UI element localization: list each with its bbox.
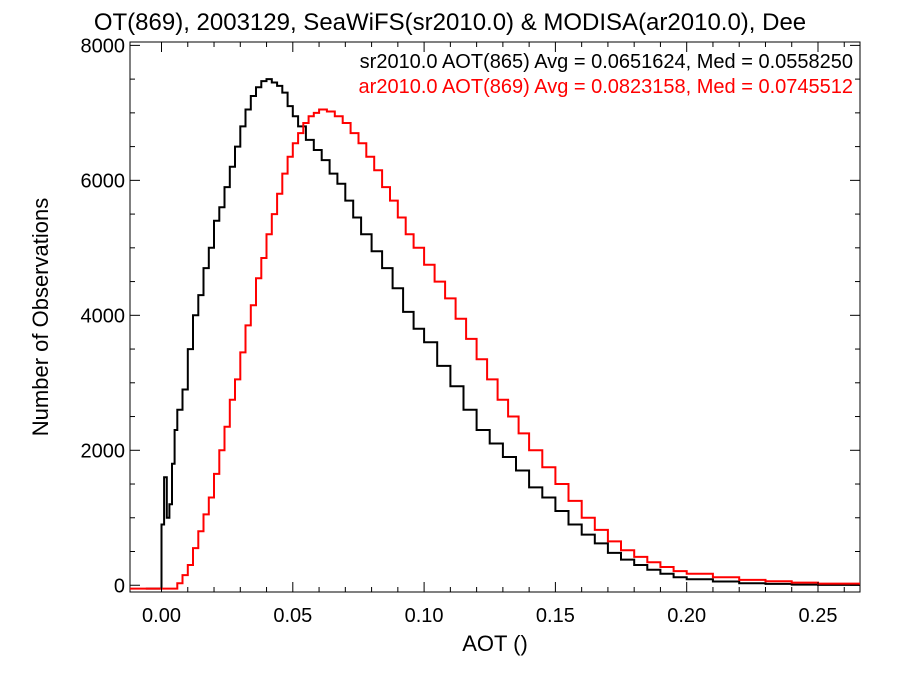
y-axis-label: Number of Observations bbox=[28, 198, 53, 436]
x-tick-label: 0.10 bbox=[405, 605, 444, 627]
series-layer bbox=[130, 78, 860, 590]
legend-entry-ar2010: ar2010.0 AOT(869) Avg = 0.0823158, Med =… bbox=[359, 76, 853, 98]
series-line-sr2010-0 bbox=[145, 78, 860, 590]
legend: sr2010.0 AOT(865) Avg = 0.0651624, Med =… bbox=[359, 51, 853, 98]
x-tick-label: 0.20 bbox=[667, 605, 706, 627]
x-axis-label: AOT () bbox=[462, 631, 528, 656]
x-axis: 0.00 0.05 0.10 0.15 0.20 0.25 bbox=[142, 42, 845, 627]
y-axis: 0 2000 4000 6000 8000 bbox=[81, 35, 860, 597]
series-line-ar2010-0 bbox=[130, 108, 860, 590]
y-tick-label: 2000 bbox=[81, 440, 126, 462]
x-tick-label: 0.00 bbox=[142, 605, 181, 627]
y-tick-label: 8000 bbox=[81, 35, 126, 57]
plot-frame bbox=[129, 41, 861, 593]
plot-area bbox=[129, 41, 861, 593]
y-tick-label: 0 bbox=[114, 575, 125, 597]
x-tick-label: 0.05 bbox=[273, 605, 312, 627]
chart-title: OT(869), 2003129, SeaWiFS(sr2010.0) & MO… bbox=[94, 9, 806, 36]
legend-entry-sr2010: sr2010.0 AOT(865) Avg = 0.0651624, Med =… bbox=[360, 51, 853, 73]
x-tick-label: 0.25 bbox=[799, 605, 838, 627]
y-tick-label: 6000 bbox=[81, 170, 126, 192]
x-tick-label: 0.15 bbox=[536, 605, 575, 627]
y-tick-label: 4000 bbox=[81, 305, 126, 327]
